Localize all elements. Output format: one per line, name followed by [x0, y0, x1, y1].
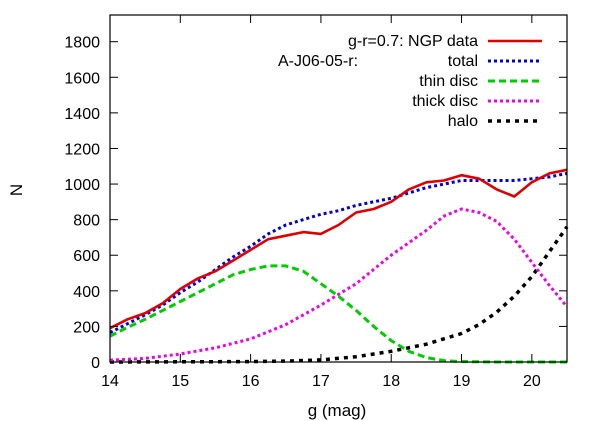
plot-frame: [109, 14, 568, 363]
x-tick-label: 16: [242, 373, 260, 390]
y-tick-label: 200: [73, 319, 100, 336]
legend: g-r=0.7: NGP data A-J06-05-r: total thin di…: [278, 33, 542, 130]
y-tick-label: 1600: [64, 70, 100, 87]
series-line-g-r-0-7-ngp-data: [109, 168, 568, 330]
y-tick-label: 800: [73, 213, 100, 230]
x-tick-label: 20: [523, 373, 541, 390]
x-tick-label: 14: [101, 373, 119, 390]
x-tick-label: 15: [171, 373, 189, 390]
legend-label: thin disc: [419, 73, 478, 90]
y-tick-label: 400: [73, 284, 100, 301]
legend-label: total: [448, 53, 478, 70]
x-tick-label: 17: [312, 373, 330, 390]
y-tick-label: 1400: [64, 106, 100, 123]
x-axis-label: g (mag): [308, 401, 367, 420]
y-tick-label: 1200: [64, 141, 100, 158]
axes-layer: 14 15 16 17 18 19 2002004006008001000120014001…: [64, 14, 568, 390]
y-tick-label: 600: [73, 248, 100, 265]
series-layer: [109, 168, 569, 364]
y-tick-label: 0: [91, 355, 100, 372]
legend-label: halo: [448, 113, 478, 130]
legend-label: thick disc: [412, 93, 478, 110]
x-tick-label: 19: [453, 373, 471, 390]
series-line-halo: [109, 225, 569, 364]
legend-group-label: A-J06-05-r:: [278, 53, 358, 70]
legend-label: g-r=0.7: NGP data: [348, 33, 478, 50]
series-line-thin-disc: [109, 264, 567, 364]
x-tick-label: 18: [382, 373, 400, 390]
series-line-thick-disc: [109, 207, 569, 362]
y-tick-label: 1800: [64, 35, 100, 52]
y-tick-label: 1000: [64, 177, 100, 194]
y-axis-label: N: [7, 184, 26, 196]
